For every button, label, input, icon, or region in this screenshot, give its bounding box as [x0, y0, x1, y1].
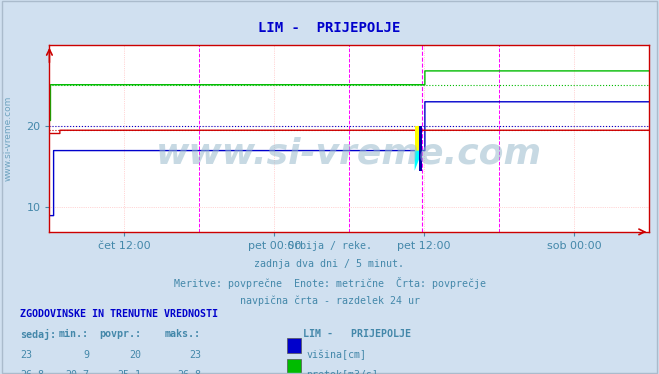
Text: povpr.:: povpr.: — [100, 329, 142, 339]
Text: 20,7: 20,7 — [65, 370, 89, 374]
Polygon shape — [418, 126, 422, 171]
Text: sedaj:: sedaj: — [20, 329, 56, 340]
Polygon shape — [415, 126, 422, 151]
Text: 20: 20 — [130, 350, 142, 360]
Text: LIM -   PRIJEPOLJE: LIM - PRIJEPOLJE — [303, 329, 411, 339]
Text: 9: 9 — [83, 350, 89, 360]
Text: 26,8: 26,8 — [20, 370, 43, 374]
Text: Meritve: povprečne  Enote: metrične  Črta: povprečje: Meritve: povprečne Enote: metrične Črta:… — [173, 277, 486, 289]
Text: www.si-vreme.com: www.si-vreme.com — [156, 137, 542, 170]
Text: zadnja dva dni / 5 minut.: zadnja dva dni / 5 minut. — [254, 259, 405, 269]
Text: Srbija / reke.: Srbija / reke. — [287, 241, 372, 251]
Text: višina[cm]: višina[cm] — [306, 350, 366, 360]
Text: pretok[m3/s]: pretok[m3/s] — [306, 370, 378, 374]
Text: www.si-vreme.com: www.si-vreme.com — [3, 96, 13, 181]
Text: navpična črta - razdelek 24 ur: navpična črta - razdelek 24 ur — [239, 295, 420, 306]
Text: ZGODOVINSKE IN TRENUTNE VREDNOSTI: ZGODOVINSKE IN TRENUTNE VREDNOSTI — [20, 309, 217, 319]
Text: maks.:: maks.: — [165, 329, 201, 339]
Text: 25,1: 25,1 — [118, 370, 142, 374]
Text: 26,8: 26,8 — [177, 370, 201, 374]
Polygon shape — [415, 151, 422, 171]
Text: min.:: min.: — [59, 329, 89, 339]
Text: 23: 23 — [20, 350, 32, 360]
Text: LIM -  PRIJEPOLJE: LIM - PRIJEPOLJE — [258, 21, 401, 34]
Text: 23: 23 — [189, 350, 201, 360]
